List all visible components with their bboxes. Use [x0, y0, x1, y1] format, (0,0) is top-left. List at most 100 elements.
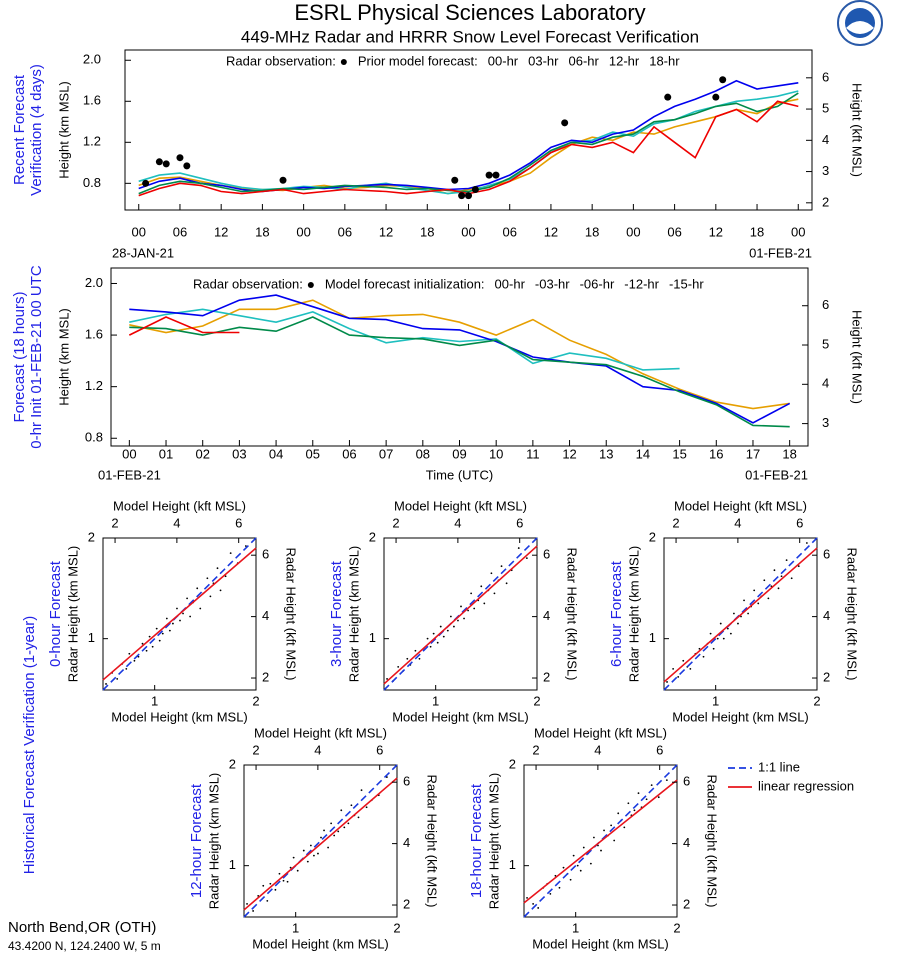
scatter-point	[709, 632, 712, 635]
scatter-point	[189, 615, 192, 618]
scatter-point	[633, 809, 636, 812]
regression-line	[243, 777, 398, 911]
radar-observation	[142, 179, 150, 187]
y-axis-label: Radar Height (km MSL)	[626, 546, 641, 683]
x-tick-label: 18	[420, 224, 434, 239]
legend-entry: -03-hr	[535, 276, 570, 291]
scatter-point	[141, 642, 144, 645]
regression-line	[663, 547, 818, 683]
y2-tick-label: 3	[822, 163, 829, 178]
radar-observation	[279, 176, 287, 184]
y2-tick-label: 4	[403, 835, 410, 850]
scatter-point	[579, 869, 582, 872]
scatter-point	[698, 647, 701, 650]
scatter-point	[780, 575, 783, 578]
scatter-point	[246, 903, 248, 905]
scatter-point	[493, 592, 496, 595]
x-tick-label: 06	[173, 224, 187, 239]
y2-axis-label: Radar Height (kft MSL)	[845, 548, 860, 681]
x-tick-label: 1	[432, 693, 439, 708]
y2-tick-label: 5	[822, 336, 829, 351]
legend-title: Model forecast initialization:	[325, 276, 485, 291]
scatter-point	[797, 565, 800, 568]
scatter-point	[729, 632, 732, 635]
scatter-point	[209, 595, 212, 598]
x-tick-label: 04	[269, 446, 283, 461]
y2-tick-label: 4	[822, 132, 829, 147]
scatter-point	[282, 879, 285, 882]
series-line	[129, 308, 680, 371]
x-tick-label: 06	[342, 446, 356, 461]
scatter-point	[320, 836, 322, 839]
y-tick-label: 1.6	[83, 93, 101, 108]
scatter-point	[589, 862, 592, 865]
x2-tick-label: 6	[376, 742, 383, 757]
station-name: North Bend,OR (OTH)	[8, 919, 156, 936]
x-tick-label: 17	[746, 446, 760, 461]
x-tick-label: 18	[585, 224, 599, 239]
y2-axis-label: Radar Height (kft MSL)	[284, 548, 299, 681]
x2-tick-label: 4	[314, 742, 321, 757]
legend-entry: 00-hr	[488, 53, 519, 68]
scatter-point	[805, 542, 808, 544]
scatter-point	[467, 609, 469, 612]
x-tick-label: 13	[599, 446, 613, 461]
regression-line	[383, 545, 538, 685]
x-tick-label: 12	[379, 224, 393, 239]
scatter-point	[722, 637, 725, 640]
legend-entry: 12-hr	[609, 53, 640, 68]
scatter-point	[689, 667, 692, 670]
radar-observation	[183, 162, 191, 170]
scatter-point	[753, 589, 756, 592]
scatter-point	[296, 869, 299, 872]
scatter-point	[473, 607, 476, 610]
scatter-point	[517, 547, 520, 549]
scatter-point	[773, 569, 776, 572]
x-tick-label: 1	[712, 693, 719, 708]
x-tick-label: 1	[572, 920, 579, 935]
x2-tick-label: 2	[392, 515, 399, 530]
scatter-point	[414, 649, 417, 652]
y2-tick-label: 6	[403, 774, 410, 789]
y-tick-label: 2	[649, 529, 656, 544]
scatter-point	[613, 839, 616, 842]
x-axis-label: Model Height (km MSL)	[392, 709, 529, 724]
one-to-one-line	[243, 764, 398, 918]
y2-tick-label: 4	[543, 608, 550, 623]
side-title: Verification (4 days)	[28, 64, 45, 196]
scatter-point	[274, 888, 277, 891]
y2-axis-label: Radar Height (kft MSL)	[425, 775, 440, 908]
scatter-point	[672, 667, 675, 670]
y2-tick-label: 2	[823, 669, 830, 684]
x-axis-label: Model Height (km MSL)	[672, 709, 809, 724]
scatter-point	[436, 641, 439, 644]
legend-title: Prior model forecast:	[358, 53, 478, 68]
y-axis-label: Height (km MSL)	[56, 81, 71, 179]
scatter-point	[429, 645, 432, 648]
y-tick-label: 0.8	[85, 430, 103, 445]
x2-tick-label: 2	[252, 742, 259, 757]
x-tick-label: 2	[252, 693, 259, 708]
series-line	[129, 294, 791, 424]
scatter-point	[645, 798, 648, 801]
y-tick-label: 2	[369, 529, 376, 544]
scatter-point	[397, 665, 400, 668]
scatter-point	[505, 582, 508, 585]
scatter-point	[432, 632, 435, 635]
plot-frame	[663, 537, 818, 691]
scatter-point	[286, 880, 289, 883]
y-axis-label: Radar Height (km MSL)	[486, 773, 501, 910]
scatter-point	[278, 872, 281, 875]
scatter-point	[677, 676, 680, 678]
one-to-one-line	[102, 537, 257, 691]
scatter-point	[446, 629, 449, 632]
side-title: 0-hour Forecast	[47, 560, 64, 667]
scatter-point	[712, 647, 715, 650]
scatter-point	[463, 617, 465, 620]
legend-label: Radar observation:	[193, 276, 303, 291]
x-tick-label: 09	[452, 446, 466, 461]
scatter-point	[168, 629, 171, 632]
x-tick-label: 00	[626, 224, 640, 239]
